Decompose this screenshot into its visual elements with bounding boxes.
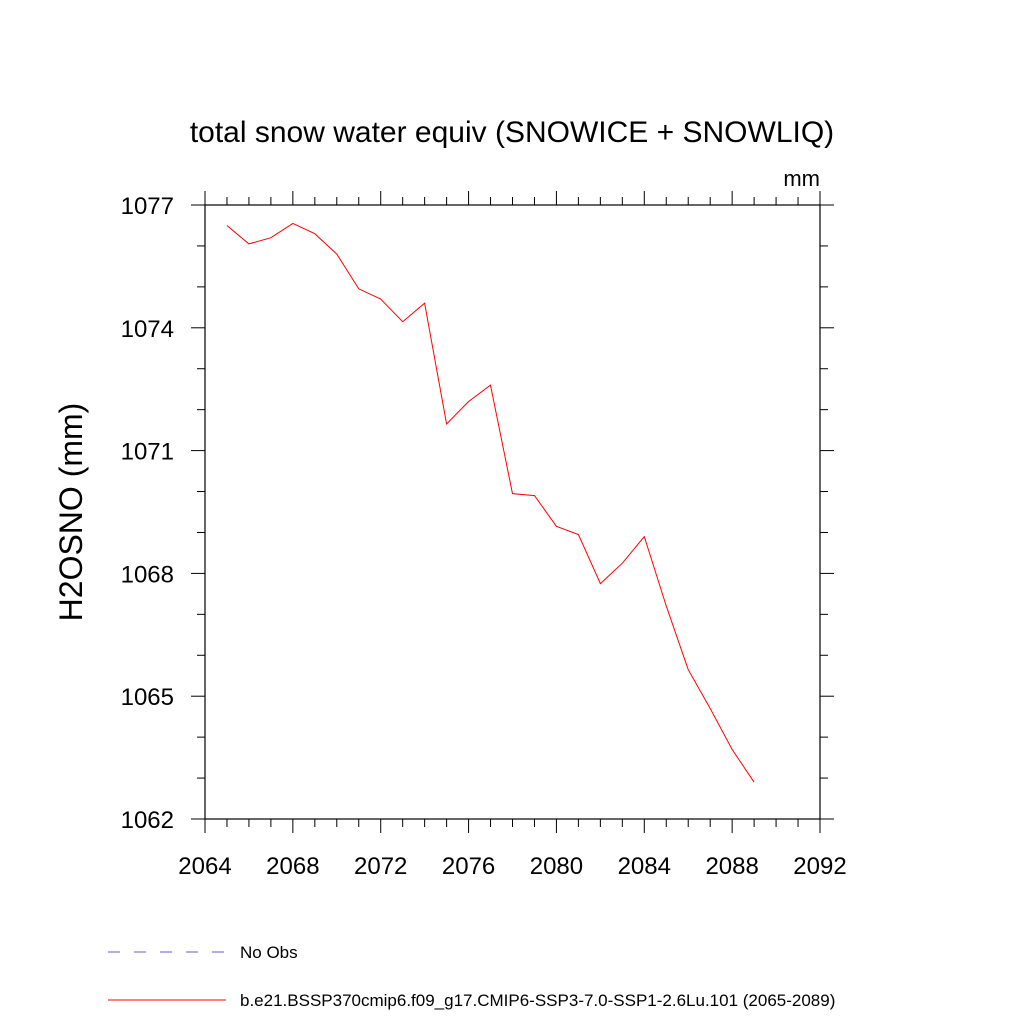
y-tick-label: 1062 [121, 807, 174, 834]
y-axis-label: H2OSNO (mm) [53, 403, 89, 622]
y-tick-labels: 1062 1065 1068 1071 1074 1077 [121, 193, 174, 834]
axis-ticks [191, 191, 834, 833]
x-tick-label: 2076 [442, 853, 495, 880]
legend-label-no-obs: No Obs [240, 943, 298, 962]
chart-title: total snow water equiv (SNOWICE + SNOWLI… [190, 116, 834, 149]
y-tick-label: 1074 [121, 316, 174, 343]
x-tick-label: 2072 [354, 853, 407, 880]
x-tick-label: 2092 [793, 853, 846, 880]
x-tick-labels: 2064 2068 2072 2076 2080 2084 2088 2092 [178, 853, 846, 880]
plot-frame [204, 204, 821, 820]
y-tick-label: 1065 [121, 684, 174, 711]
series-layer [226, 222, 755, 783]
x-tick-label: 2084 [618, 853, 671, 880]
y-tick-label: 1068 [121, 561, 174, 588]
x-tick-label: 2068 [266, 853, 319, 880]
y-tick-label: 1071 [121, 439, 174, 466]
legend-label-series: b.e21.BSSP370cmip6.f09_g17.CMIP6-SSP3-7.… [240, 991, 835, 1010]
series-line-0 [226, 222, 755, 783]
x-tick-label: 2080 [530, 853, 583, 880]
x-tick-label: 2064 [178, 853, 231, 880]
x-tick-label: 2088 [705, 853, 758, 880]
units-label: mm [783, 166, 820, 191]
legend: No Obs b.e21.BSSP370cmip6.f09_g17.CMIP6-… [108, 943, 835, 1010]
y-tick-label: 1077 [121, 193, 174, 220]
